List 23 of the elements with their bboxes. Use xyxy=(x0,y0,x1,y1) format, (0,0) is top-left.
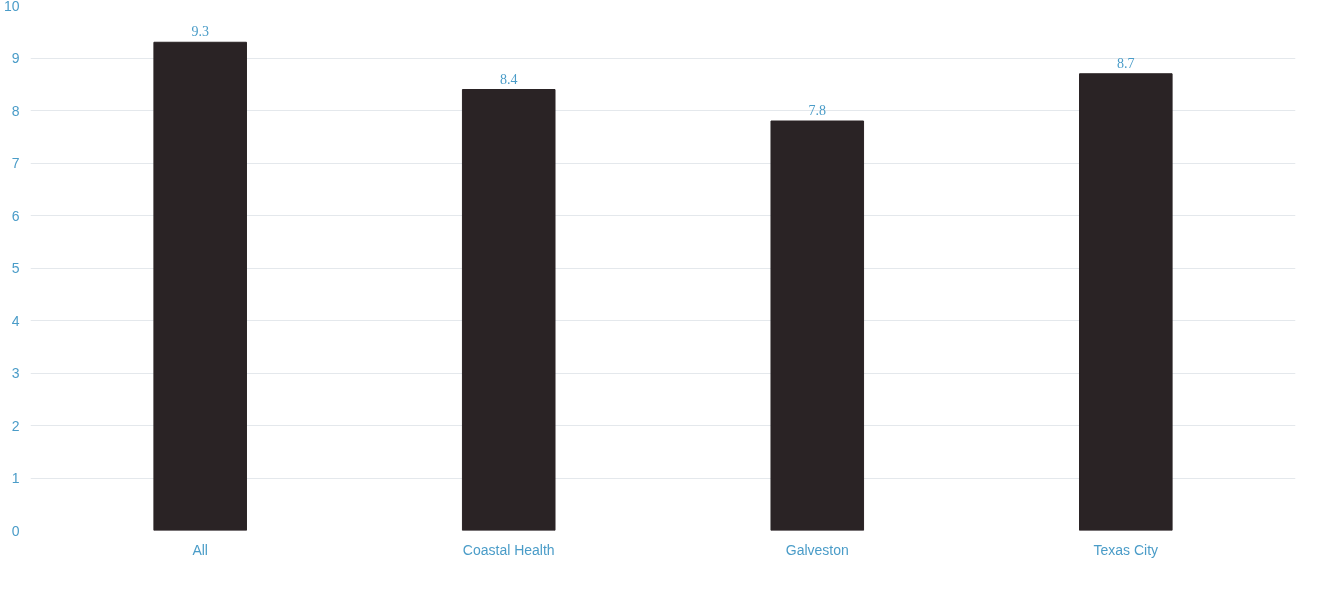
x-tick-label: Coastal Health xyxy=(462,541,555,558)
y-tick-label: 2 xyxy=(11,417,20,434)
data-label: 8.4 xyxy=(499,71,518,87)
y-tick-label: 7 xyxy=(11,155,20,171)
data-label: 9.3 xyxy=(191,24,209,40)
y-tick-label: 6 xyxy=(11,207,20,224)
bar xyxy=(1079,73,1173,531)
y-tick-label: 5 xyxy=(11,260,20,276)
y-tick-label: 4 xyxy=(11,312,20,329)
x-tick-label: Galveston xyxy=(785,541,849,558)
y-tick-label: 9 xyxy=(11,50,20,66)
bar xyxy=(153,41,247,531)
data-label: 7.8 xyxy=(808,103,827,118)
y-tick-label: 10 xyxy=(3,0,20,14)
x-tick-label: Texas City xyxy=(1093,541,1159,558)
x-tick-label: All xyxy=(192,541,208,558)
y-tick-label: 8 xyxy=(11,102,20,119)
data-label: 8.7 xyxy=(1117,55,1135,71)
y-tick-label: 1 xyxy=(11,470,20,486)
bar xyxy=(461,89,556,531)
bar xyxy=(770,120,865,531)
y-tick-label: 0 xyxy=(11,522,20,539)
y-tick-label: 3 xyxy=(11,365,20,381)
